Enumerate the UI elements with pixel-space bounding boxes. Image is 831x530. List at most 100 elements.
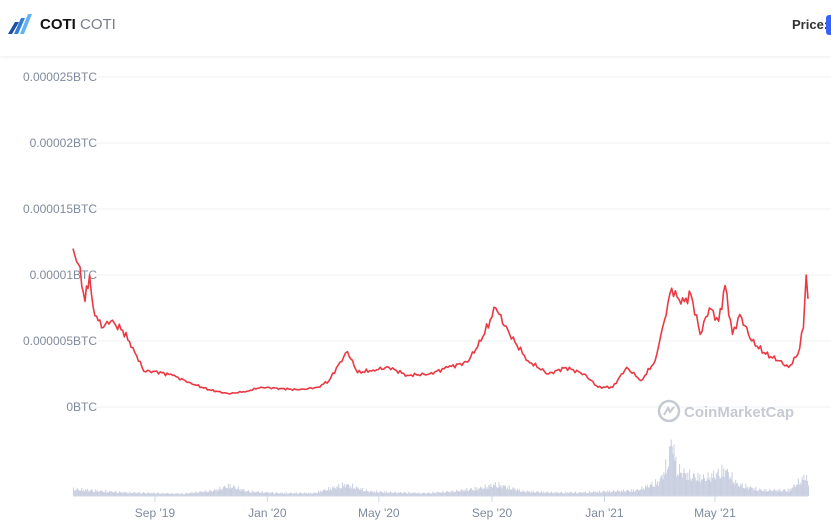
- volume-bar: [575, 493, 577, 496]
- volume-bar: [672, 453, 674, 496]
- volume-bar: [598, 492, 599, 496]
- volume-bar: [656, 484, 658, 496]
- volume-bar: [574, 493, 576, 496]
- volume-bar: [634, 490, 636, 496]
- volume-bar: [249, 492, 251, 496]
- volume-bar: [109, 491, 111, 496]
- volume-bar: [76, 488, 78, 496]
- volume-bar: [445, 492, 447, 496]
- volume-bar: [461, 490, 463, 496]
- volume-bar: [523, 491, 525, 496]
- volume-bar: [491, 486, 493, 496]
- volume-bar: [726, 468, 728, 496]
- volume-bar: [662, 479, 664, 496]
- volume-bar: [506, 487, 508, 496]
- volume-bar: [539, 492, 541, 496]
- volume-bar: [486, 487, 488, 496]
- volume-bar: [409, 493, 411, 496]
- volume-bar: [505, 489, 507, 496]
- volume-bar: [534, 492, 536, 496]
- volume-bar: [644, 485, 646, 496]
- volume-bar: [658, 481, 660, 496]
- volume-bar: [290, 492, 292, 496]
- volume-bar: [298, 493, 300, 496]
- volume-bar: [283, 493, 285, 496]
- volume-bar: [528, 491, 529, 496]
- volume-bar: [246, 491, 248, 496]
- price-chart[interactable]: 0BTC 0.000005BTC 0.00001BTC 0.000015BTC 0.00…: [0, 56, 831, 530]
- volume-bar: [616, 491, 618, 496]
- volume-bar: [481, 489, 483, 496]
- volume-bar: [236, 488, 238, 496]
- volume-bar: [121, 493, 123, 496]
- volume-bar: [209, 489, 211, 496]
- volume-bar: [475, 490, 477, 496]
- volume-bar: [788, 491, 790, 496]
- volume-bar: [748, 489, 750, 496]
- volume-bar: [242, 490, 244, 496]
- volume-bar: [797, 478, 799, 496]
- volume-bar: [78, 490, 80, 496]
- volume-bar: [706, 478, 708, 496]
- volume-bar: [322, 490, 324, 496]
- volume-bar: [171, 492, 173, 496]
- volume-bar: [420, 493, 422, 496]
- volume-bar: [434, 493, 436, 496]
- volume-bar: [98, 491, 100, 496]
- volume-bar: [558, 493, 560, 496]
- volume-bar: [326, 490, 328, 496]
- volume-bar: [790, 490, 792, 496]
- volume-bar: [743, 487, 745, 496]
- volume-bar: [667, 469, 669, 496]
- x-tick-label: May '21: [694, 506, 736, 520]
- volume-bar: [799, 482, 801, 496]
- volume-bar: [444, 492, 446, 496]
- volume-bar: [173, 493, 175, 496]
- volume-bar: [749, 486, 751, 496]
- volume-bar: [222, 488, 224, 496]
- volume-bar: [247, 491, 249, 496]
- price-currency-toggle[interactable]: [826, 15, 831, 35]
- volume-bar: [304, 492, 306, 496]
- coinmarketcap-logo-icon: [657, 399, 681, 423]
- volume-bar: [367, 491, 369, 496]
- volume-bar: [241, 488, 243, 496]
- volume-bar: [403, 492, 405, 496]
- volume-bar: [518, 488, 520, 496]
- volume-bar: [343, 483, 345, 496]
- volume-bar: [697, 472, 699, 496]
- volume-bar: [434, 492, 436, 496]
- volume-bar: [330, 490, 332, 496]
- volume-bar: [181, 493, 183, 496]
- volume-bar: [393, 492, 395, 496]
- volume-bar: [250, 492, 252, 496]
- volume-bar: [311, 493, 313, 496]
- volume-bar: [458, 491, 459, 496]
- volume-bar: [802, 480, 804, 496]
- volume-bar: [310, 493, 312, 496]
- volume-bar: [606, 492, 608, 496]
- volume-bar: [254, 492, 256, 496]
- volume-bar: [411, 493, 413, 496]
- volume-bar: [237, 486, 239, 496]
- volume-bar: [715, 474, 717, 496]
- volume-bar: [96, 491, 98, 496]
- volume-bar: [483, 488, 485, 496]
- volume-bar: [770, 490, 772, 496]
- volume-bar: [259, 492, 261, 496]
- volume-bar: [296, 493, 298, 496]
- volume-bar: [263, 492, 265, 496]
- x-tick-label: May '20: [358, 506, 400, 520]
- volume-bar: [259, 492, 261, 496]
- volume-bar: [747, 486, 749, 496]
- volume-bar: [221, 489, 223, 496]
- volume-bar: [400, 492, 402, 496]
- volume-bar: [769, 488, 771, 496]
- volume-bar: [388, 492, 390, 496]
- volume-bar: [800, 484, 802, 496]
- volume-bar: [600, 492, 602, 496]
- volume-bar: [516, 488, 518, 496]
- volume-bar: [472, 490, 474, 496]
- volume-bar: [590, 492, 592, 496]
- volume-bar: [467, 490, 469, 496]
